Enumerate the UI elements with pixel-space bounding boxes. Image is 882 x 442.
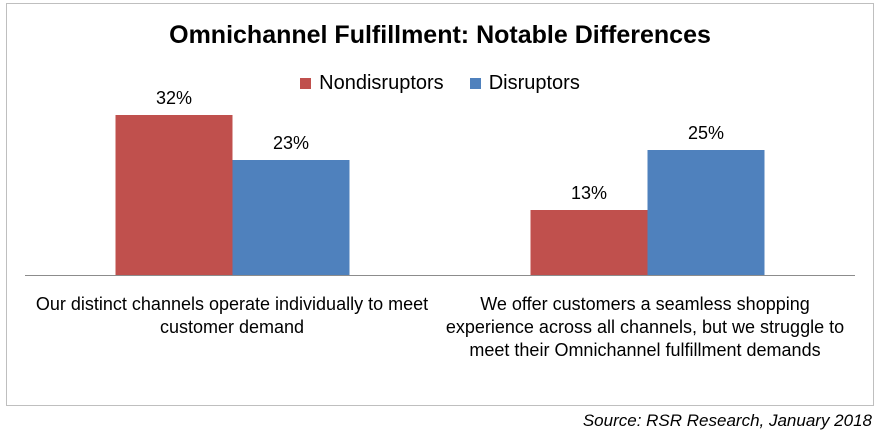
category-label-seamless-experience: We offer customers a seamless shopping e…	[445, 294, 845, 360]
bar-disruptors-1	[232, 160, 350, 275]
bar-nondisruptors-2	[530, 210, 648, 275]
source-note: Source: RSR Research, January 2018	[582, 411, 872, 430]
chart-plot-area: 32% 23% 13% 25%	[25, 88, 855, 276]
legend-label-nondisruptors: Nondisruptors	[319, 72, 444, 94]
legend-swatch-disruptors	[469, 77, 481, 89]
legend-item-disruptors: Disruptors	[469, 71, 580, 95]
bar-disruptors-2	[647, 150, 765, 275]
legend-label-disruptors: Disruptors	[488, 72, 580, 94]
data-label-disruptors-2: 25%	[688, 123, 724, 143]
category-label-individual-channels: Our distinct channels operate individual…	[35, 294, 429, 337]
bar-nondisruptors-1	[115, 115, 233, 275]
legend: Nondisruptors Disruptors	[7, 71, 873, 95]
data-label-disruptors-1: 23%	[273, 133, 309, 153]
data-label-nondisruptors-1: 32%	[156, 88, 192, 108]
legend-item-nondisruptors: Nondisruptors	[300, 71, 444, 95]
chart-frame: Omnichannel Fulfillment: Notable Differe…	[6, 3, 874, 406]
data-label-nondisruptors-2: 13%	[571, 183, 607, 203]
legend-swatch-nondisruptors	[300, 77, 312, 89]
chart-title: Omnichannel Fulfillment: Notable Differe…	[169, 21, 711, 49]
